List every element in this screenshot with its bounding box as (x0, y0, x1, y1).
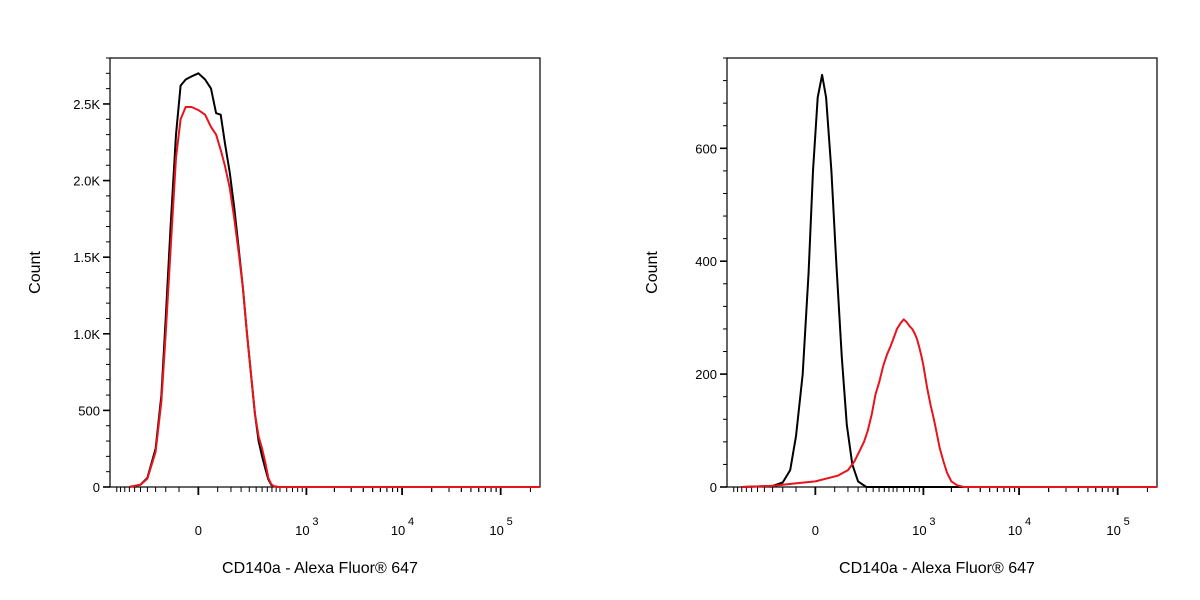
x-axis-title: CD140a - Alexa Fluor® 647 (839, 560, 1035, 577)
x-axis-title: CD140a - Alexa Fluor® 647 (222, 560, 418, 577)
x-tick-label: 0 (195, 523, 202, 538)
y-tick-label: 200 (695, 367, 717, 382)
y-tick-label: 0 (710, 480, 717, 495)
y-axis-title: Count (27, 251, 44, 294)
y-tick-label: 500 (78, 403, 100, 418)
x-tick-exponent: 5 (507, 516, 513, 528)
x-tick-exponent: 5 (1124, 516, 1130, 528)
x-tick-label: 10 (1008, 523, 1022, 538)
y-tick-label: 0 (93, 480, 100, 495)
x-tick-exponent: 4 (1025, 516, 1031, 528)
y-tick-label: 2.0K (73, 174, 100, 189)
y-axis-title: Count (644, 251, 661, 294)
histogram-line-red (741, 318, 1157, 488)
x-tick-label: 10 (489, 523, 503, 538)
plot-frame (726, 57, 1158, 488)
histogram-line-black (129, 72, 540, 488)
x-tick-label: 10 (912, 523, 926, 538)
y-tick-label: 2.5K (73, 97, 100, 112)
x-tick-exponent: 3 (312, 516, 318, 528)
x-tick-label: 0 (812, 523, 819, 538)
x-tick-exponent: 4 (408, 516, 414, 528)
x-tick-exponent: 3 (929, 516, 935, 528)
y-tick-label: 1.0K (73, 327, 100, 342)
histogram-line-black (741, 73, 1157, 488)
plot-frame (109, 57, 541, 488)
histogram-line-red (129, 106, 540, 488)
y-tick-label: 600 (695, 141, 717, 156)
y-tick-label: 1.5K (73, 250, 100, 265)
y-tick-label: 400 (695, 254, 717, 269)
x-tick-label: 10 (391, 523, 405, 538)
x-tick-label: 10 (295, 523, 309, 538)
x-tick-label: 10 (1106, 523, 1120, 538)
